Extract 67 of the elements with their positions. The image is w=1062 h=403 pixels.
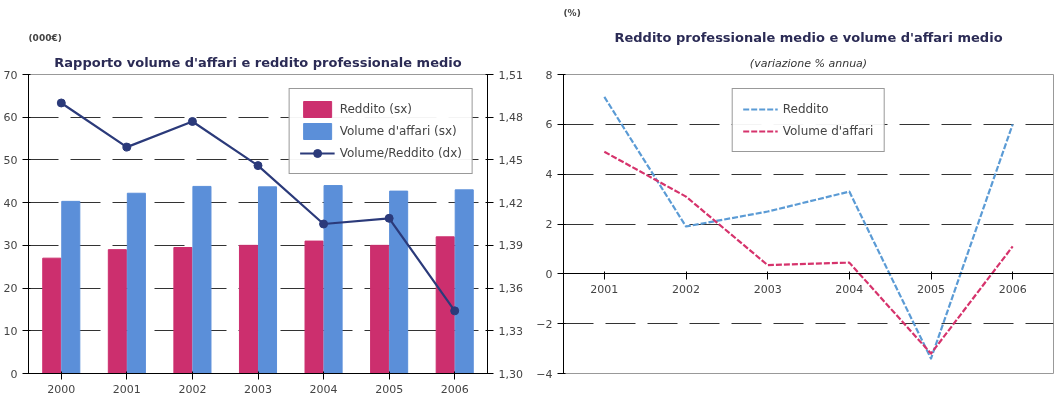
chart-subtitle: (variazione % annua) (749, 56, 868, 70)
point (450, 306, 460, 316)
bar (107, 249, 127, 374)
y-tick-label: 4 (545, 168, 553, 182)
y-tick-label: 30 (3, 239, 18, 253)
y-tick-label: 50 (3, 153, 18, 167)
y-tick-label: 40 (3, 196, 18, 210)
bar (304, 240, 324, 374)
x-tick-label: 2005 (917, 282, 945, 296)
y-tick-label: 20 (3, 282, 18, 296)
point (122, 142, 132, 152)
x-tick-label: 2006 (440, 382, 469, 396)
bar (389, 190, 409, 374)
bar (257, 186, 278, 374)
y-tick-label: 6 (545, 118, 553, 132)
y-tick-label: 2 (545, 218, 553, 231)
y2-tick-label: 1,48 (498, 111, 523, 125)
y2-tick-label: 1,30 (498, 367, 523, 381)
x-tick-label: 2003 (244, 382, 272, 396)
y2-tick-label: 1,42 (498, 196, 523, 210)
bar (323, 185, 343, 374)
chart-title: Reddito professionale medio e volume d'affari medio (614, 29, 1003, 45)
legend-label: Reddito (sx) (339, 102, 412, 116)
bar (126, 192, 146, 374)
point (56, 98, 66, 108)
bar (370, 244, 390, 374)
x-tick-label: 2001 (112, 382, 141, 396)
x-tick-label: 2005 (375, 382, 404, 396)
x-tick-label: 2001 (590, 282, 619, 296)
bar (435, 236, 455, 374)
x-tick-label: 2003 (753, 282, 782, 296)
chart-title: Rapporto volume d'affari e reddito professionale medio (54, 54, 462, 70)
y2-tick-label: 1,36 (498, 282, 523, 296)
y2-tick-label: 1,45 (498, 153, 523, 167)
x-tick-label: 2000 (47, 382, 76, 396)
x-tick-label: 2002 (178, 382, 207, 396)
legend-label: Reddito (782, 102, 829, 116)
bar (42, 257, 62, 374)
bar (173, 246, 193, 374)
y-tick-label: 60 (3, 111, 18, 125)
y-tick-label: 70 (3, 68, 18, 82)
y-tick-label: −2 (536, 317, 553, 331)
y2-tick-label: 1,51 (498, 68, 523, 82)
point (253, 161, 263, 171)
y-tick-label: −4 (536, 367, 553, 381)
bar (238, 244, 259, 374)
legend-label: Volume d'affari (sx) (339, 124, 457, 138)
bar (192, 185, 212, 374)
y-tick-label: 0 (545, 267, 553, 281)
y-tick-label: 0 (10, 367, 18, 381)
bar (61, 200, 81, 374)
y-axis-title: (%) (563, 7, 581, 18)
point (319, 219, 329, 229)
y-tick-label: 8 (545, 68, 553, 82)
y2-tick-label: 1,39 (498, 239, 523, 253)
y2-tick-label: 1,33 (498, 324, 523, 338)
x-tick-label: 2004 (309, 382, 338, 396)
x-tick-label: 2002 (672, 282, 700, 296)
y-tick-label: 10 (3, 324, 18, 338)
y-axis-title: (000€) (28, 32, 62, 43)
x-tick-label: 2004 (835, 282, 864, 296)
x-tick-label: 2006 (998, 282, 1027, 296)
point (384, 213, 394, 223)
legend-label: Volume/Reddito (dx) (339, 146, 462, 160)
point (187, 116, 197, 126)
bar (454, 189, 474, 374)
legend-label: Volume d'affari (782, 124, 874, 138)
